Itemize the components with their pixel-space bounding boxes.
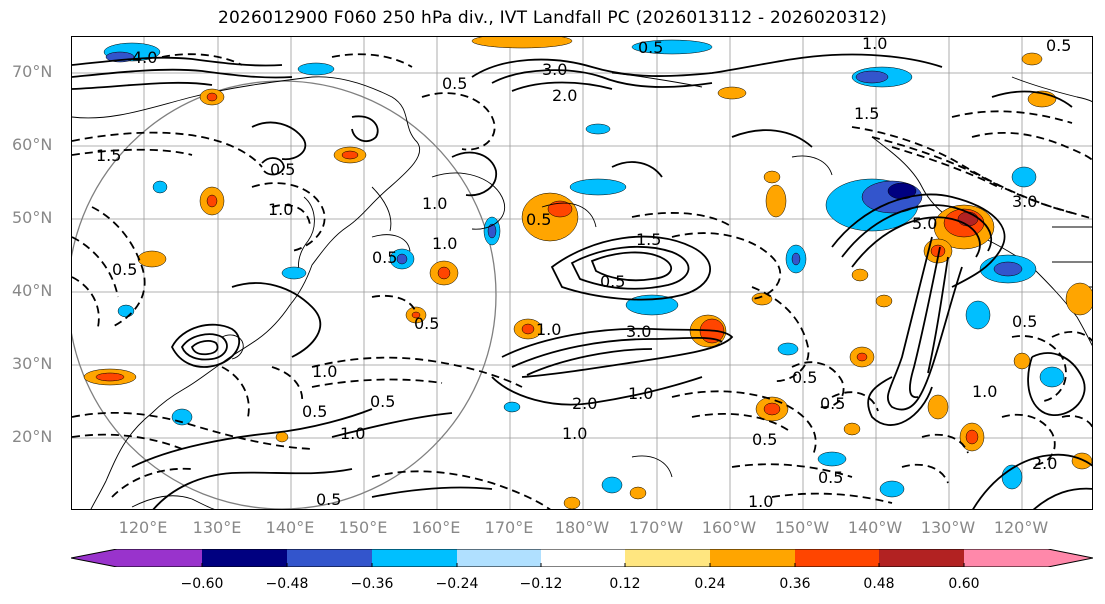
contour-label: 1.0	[628, 384, 653, 403]
contour-label: 0.5	[112, 260, 137, 279]
contour-label: 0.5	[302, 402, 327, 421]
colorbar-segment	[71, 549, 117, 567]
contour-label: 2.0	[572, 394, 597, 413]
lon-label-160w: 160°W	[701, 518, 757, 537]
colorbar-tick: 0.12	[609, 576, 641, 592]
colorbar-tick: −0.24	[435, 576, 479, 592]
lat-label-50n: 50°N	[12, 208, 53, 227]
contour-label: 3.0	[626, 322, 651, 341]
colorbar-tick: −0.48	[265, 576, 309, 592]
colorbar-segment	[202, 549, 287, 567]
contour-label: 1.0	[748, 492, 773, 510]
thin-contours	[371, 155, 833, 478]
contour-label: 0.5	[792, 368, 817, 387]
lon-label-120w: 120°W	[993, 518, 1049, 537]
lon-label-170e: 170°E	[484, 518, 534, 537]
colorbar-segment	[372, 549, 457, 567]
lat-label-30n: 30°N	[12, 354, 53, 373]
contour-label: 1.0	[972, 382, 997, 401]
contour-label: 0.5	[600, 272, 625, 291]
colorbar-segment	[1048, 549, 1093, 567]
lon-label-130w: 130°W	[920, 518, 976, 537]
lat-label-40n: 40°N	[12, 281, 53, 300]
lon-label-160e: 160°E	[411, 518, 461, 537]
colorbar	[71, 549, 1093, 567]
lon-label-140e: 140°E	[265, 518, 315, 537]
contour-label: 3.0	[542, 60, 567, 79]
contour-label: 1.0	[536, 320, 561, 339]
colorbar-segment	[795, 549, 879, 567]
contour-label: 0.5	[316, 490, 341, 509]
contour-label: 2.0	[1032, 454, 1057, 473]
contour-label: 0.5	[638, 38, 663, 57]
colorbar-ticks	[201, 563, 965, 567]
lon-label-170w: 170°W	[628, 518, 684, 537]
colorbar-tick: 0.24	[694, 576, 726, 592]
contour-label: 0.5	[270, 160, 295, 179]
contour-label: 0.5	[752, 430, 777, 449]
colorbar-segment	[879, 549, 964, 567]
lon-label-150e: 150°E	[338, 518, 388, 537]
coastlines	[72, 72, 1092, 509]
contour-label: 5.0	[912, 214, 937, 233]
contour-label: 0.5	[1012, 312, 1037, 331]
dashed-contours	[72, 53, 1092, 509]
contour-label: 1.5	[96, 146, 121, 165]
contour-label: 4.0	[132, 48, 157, 67]
colorbar-segment	[117, 549, 202, 567]
map-panel: 4.0 0.5 1.0 3.0 2.0 1.5 1.5 0.5 0.5 1.0 …	[71, 36, 1093, 510]
lon-label-130e: 130°E	[192, 518, 242, 537]
contour-label: 1.0	[562, 424, 587, 443]
contour-label: 0.5	[818, 468, 843, 487]
colorbar-segment	[964, 549, 1048, 567]
colorbar-segment	[710, 549, 795, 567]
colorbar-tick: −0.60	[180, 576, 224, 592]
divergence-shading	[83, 37, 1092, 509]
lon-label-120e: 120°E	[118, 518, 168, 537]
colorbar-segment	[541, 549, 625, 567]
contour-label: 0.5	[414, 314, 439, 333]
lat-label-60n: 60°N	[12, 135, 53, 154]
lat-label-20n: 20°N	[12, 427, 53, 446]
contour-label: 0.5	[370, 392, 395, 411]
contour-label: 1.0	[268, 200, 293, 219]
colorbar-tick: −0.12	[519, 576, 563, 592]
contour-label: 2.0	[552, 86, 577, 105]
contour-label: 1.5	[854, 104, 879, 123]
contour-label: 0.5	[1046, 37, 1071, 55]
contour-label: 1.0	[432, 234, 457, 253]
lon-label-150w: 150°W	[774, 518, 830, 537]
colorbar-segment	[287, 549, 372, 567]
plot-title: 2026012900 F060 250 hPa div., IVT Landfa…	[218, 8, 887, 28]
colorbar-tick: −0.36	[350, 576, 394, 592]
contour-label: 0.5	[442, 74, 467, 93]
contour-label: 1.0	[340, 424, 365, 443]
colorbar-tick: 0.48	[863, 576, 895, 592]
contour-label: 3.0	[1012, 192, 1037, 211]
contour-label: 0.5	[820, 394, 845, 413]
colorbar-tick: 0.36	[779, 576, 811, 592]
colorbar-segment	[457, 549, 541, 567]
contour-labels: 4.0 0.5 1.0 3.0 2.0 1.5 1.5 0.5 0.5 1.0 …	[96, 37, 1071, 510]
lon-label-180w: 180°W	[554, 518, 610, 537]
contour-label: 1.0	[312, 362, 337, 381]
solid-contours	[72, 53, 1092, 509]
contour-label: 1.0	[862, 37, 887, 53]
landfall-region-circle	[72, 80, 497, 509]
contour-label: 0.5	[372, 248, 397, 267]
lat-label-70n: 70°N	[12, 62, 53, 81]
colorbar-segment	[625, 549, 710, 567]
contour-label: 0.5	[526, 210, 551, 229]
colorbar-tick: 0.60	[948, 576, 980, 592]
contour-label: 1.5	[636, 230, 661, 249]
contour-label: 1.0	[422, 194, 447, 213]
lon-label-140w: 140°W	[847, 518, 903, 537]
